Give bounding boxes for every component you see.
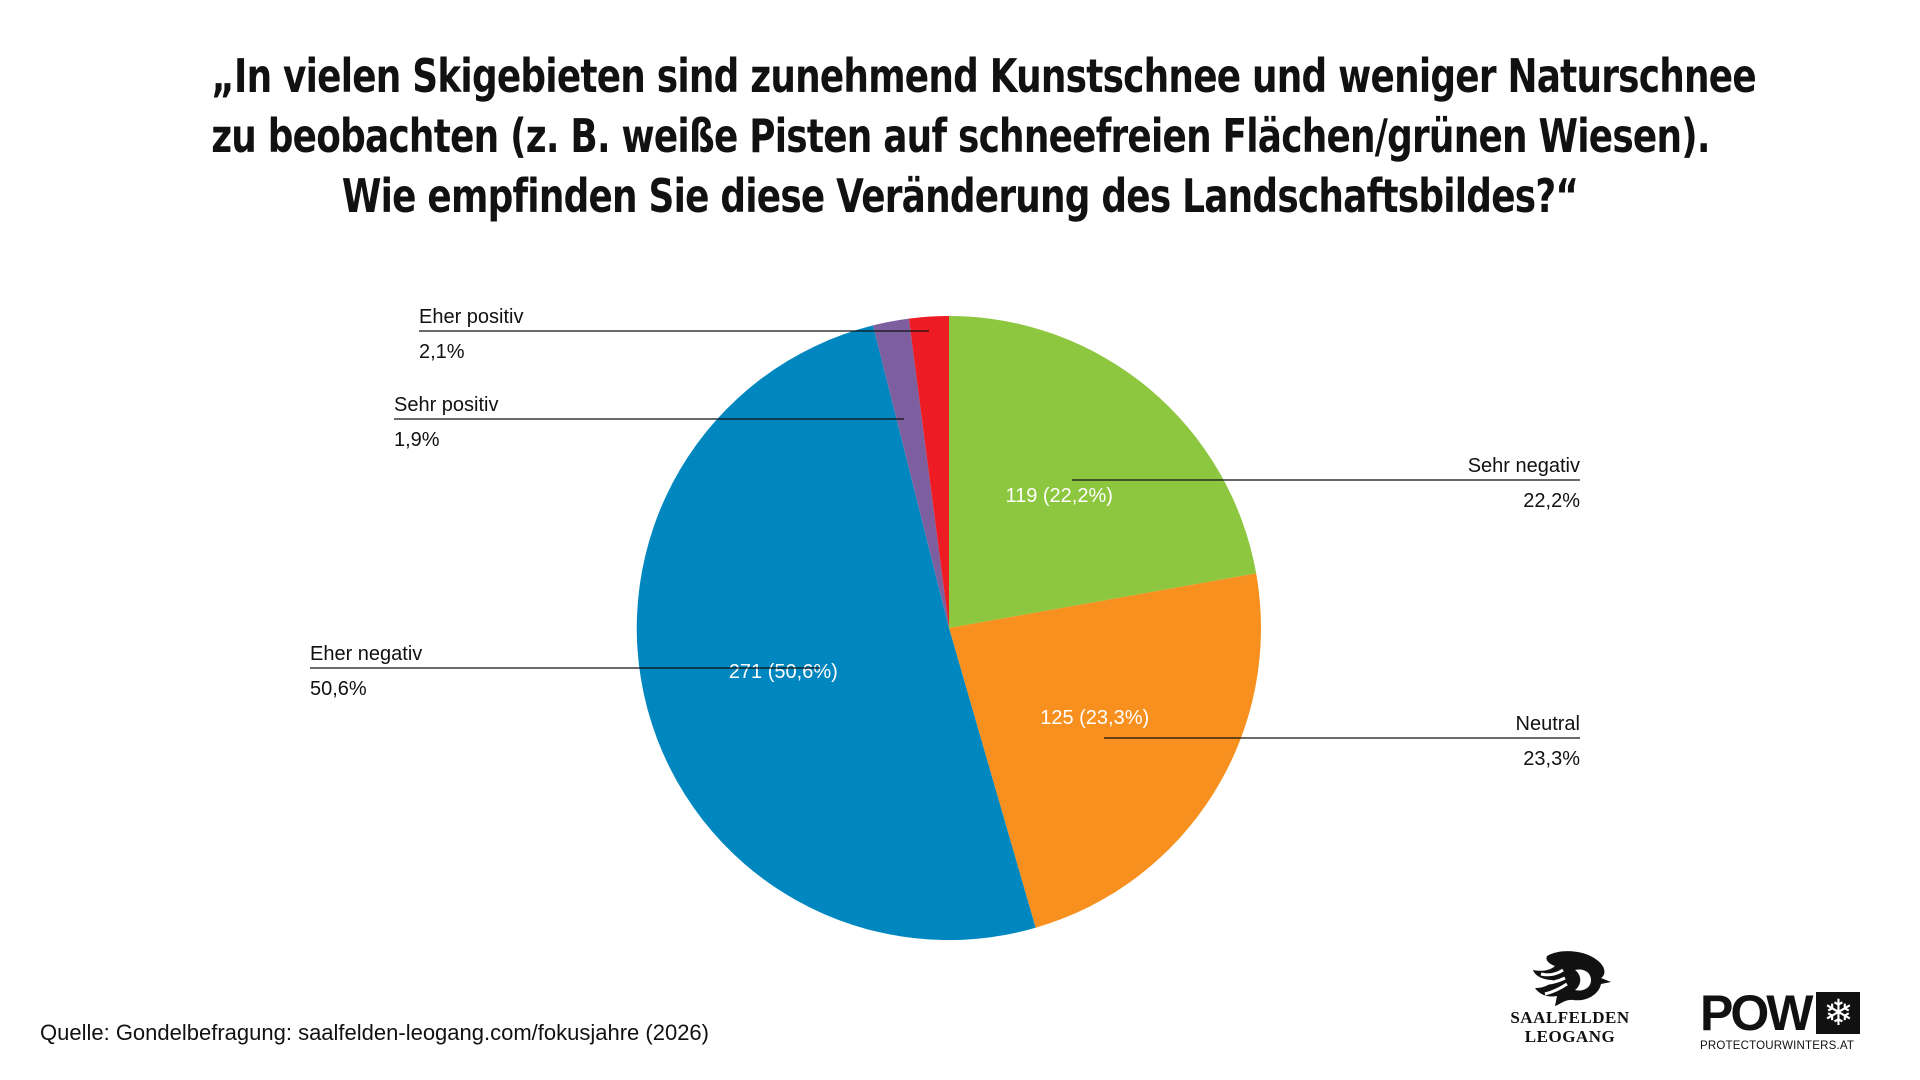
pie-inner-labels: 119 (22,2%) 125 (23,3%) 271 (50,6%): [729, 485, 1149, 729]
callout-name-eher-negativ: Eher negativ: [310, 643, 422, 665]
lion-icon: [1533, 951, 1611, 1006]
pie-slice-eher-positiv: [908, 316, 949, 628]
source-note: Quelle: Gondelbefragung: saalfelden-leog…: [40, 1020, 709, 1045]
callout-percent-sehr-positiv: 1,9%: [394, 429, 440, 451]
pow-wordmark: POW: [1700, 985, 1813, 1041]
callout-percent-eher-negativ: 50,6%: [310, 678, 367, 700]
callout-name-neutral: Neutral: [1516, 713, 1580, 735]
saalfelden-leogang-logo: SAALFELDEN LEOGANG: [1505, 948, 1635, 1046]
pie-slices: [636, 316, 1262, 941]
callout-name-sehr-negativ: Sehr negativ: [1468, 455, 1580, 477]
pow-url: PROTECTOURWINTERS.AT: [1700, 1040, 1855, 1052]
title-line-3: Wie empfinden Sie diese Veränderung des …: [341, 169, 1579, 223]
snowflake-icon: ❄: [1816, 992, 1861, 1034]
pie-callouts: Sehr negativ 22,2% Neutral 23,3% Eher negati…: [310, 306, 1580, 770]
saalfelden-logo-line1: SAALFELDEN: [1510, 1008, 1630, 1027]
saalfelden-logo-line2: LEOGANG: [1524, 1027, 1616, 1046]
title-line-1: „In vielen Skigebieten sind zunehmend Ku…: [211, 49, 1756, 103]
pie-slice-sehr-negativ: [949, 316, 1257, 628]
title-line-2: zu beobachten (z. B. weiße Pisten auf sc…: [211, 109, 1710, 163]
pie-slice-neutral: [949, 573, 1262, 928]
slice-value-label-sehr-negativ: 119 (22,2%): [1005, 485, 1112, 507]
callout-percent-eher-positiv: 2,1%: [419, 341, 465, 363]
callout-percent-sehr-negativ: 22,2%: [1523, 490, 1580, 512]
slice-value-label-neutral: 125 (23,3%): [1040, 707, 1149, 729]
pie-slice-eher-negativ: [636, 325, 1036, 941]
chart-title: „In vielen Skigebieten sind zunehmend Ku…: [0, 46, 1920, 226]
slice-value-label-eher-negativ: 271 (50,6%): [729, 661, 838, 683]
callout-name-eher-positiv: Eher positiv: [419, 306, 524, 328]
pie-slice-sehr-positiv: [872, 318, 949, 628]
callout-percent-neutral: 23,3%: [1523, 748, 1580, 770]
pow-logo: POW ❄ PROTECTOURWINTERS.AT: [1700, 985, 1880, 1052]
callout-name-sehr-positiv: Sehr positiv: [394, 394, 499, 416]
